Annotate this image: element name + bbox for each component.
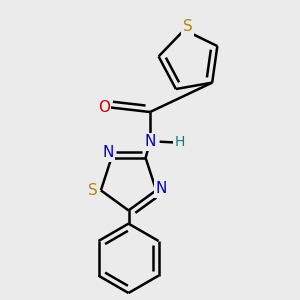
Text: O: O xyxy=(98,100,110,115)
Text: N: N xyxy=(155,181,167,196)
Text: N: N xyxy=(144,134,156,149)
Text: N: N xyxy=(103,146,114,160)
Text: S: S xyxy=(183,19,192,34)
Text: H: H xyxy=(175,135,185,149)
Text: S: S xyxy=(88,183,98,198)
